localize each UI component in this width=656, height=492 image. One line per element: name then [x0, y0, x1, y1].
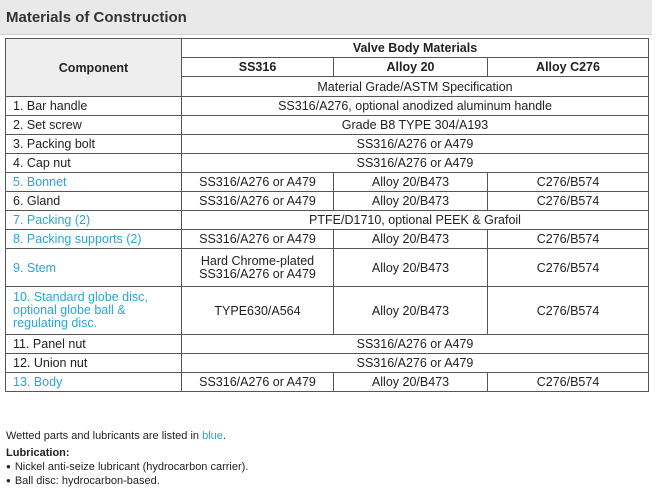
table-row: 2. Set screw Grade B8 TYPE 304/A193	[5, 115, 650, 135]
table-row: 12. Union nut SS316/A276 or A479	[5, 353, 650, 373]
lubrication-item: Nickel anti-seize lubricant (hydrocarbon…	[6, 460, 249, 474]
material-cell: Hard Chrome-plated SS316/A276 or A479	[181, 248, 334, 287]
wetted-note-color-word: blue	[202, 430, 223, 442]
component-cell: 1. Bar handle	[5, 96, 182, 116]
table-row: 4. Cap nut SS316/A276 or A479	[5, 153, 650, 173]
lubrication-item: Ball disc: hydrocarbon-based.	[6, 474, 248, 488]
material-cell: SS316/A276 or A479	[181, 229, 334, 249]
wetted-note-text: Wetted parts and lubricants are listed i…	[6, 430, 200, 442]
table-row: 10. Standard globe disc, optional globe …	[5, 286, 650, 335]
material-cell-span: SS316/A276 or A479	[180, 134, 650, 154]
materials-table: Component Valve Body Materials SS316 All…	[5, 38, 650, 392]
material-cell: TYPE630/A564	[181, 286, 334, 335]
material-cell: Alloy 20/B473	[333, 372, 488, 392]
component-cell: 9. Stem	[5, 248, 182, 287]
material-cell-span: SS316/A276 or A479	[180, 353, 650, 373]
title-bar: Materials of Construction	[0, 0, 652, 35]
material-cell: SS316/A276 or A479	[181, 372, 334, 392]
component-cell: 8. Packing supports (2)	[5, 229, 182, 249]
table-row: 13. Body SS316/A276 or A479 Alloy 20/B473 C…	[5, 372, 650, 392]
table-row: 6. Gland SS316/A276 or A479 Alloy 20/B473 C…	[5, 191, 650, 211]
material-cell: SS316/A276 or A479	[181, 191, 334, 211]
component-header: Component	[5, 38, 182, 97]
material-cell: Alloy 20/B473	[333, 229, 488, 249]
material-cell: Alloy 20/B473	[333, 286, 488, 335]
material-cell: Alloy 20/B473	[333, 191, 488, 211]
component-cell: 11. Panel nut	[5, 334, 182, 354]
table-row: 8. Packing supports (2) SS316/A276 or A47…	[5, 229, 650, 249]
material-cell: C276/B574	[486, 372, 650, 392]
lubrication-heading: Lubrication:	[6, 447, 70, 459]
wetted-note: Wetted parts and lubricants are listed i…	[6, 430, 248, 443]
material-cell: Alloy 20/B473	[333, 172, 488, 192]
material-cell: Alloy 20/B473	[333, 248, 488, 287]
component-cell: 3. Packing bolt	[5, 134, 182, 154]
table-row: 9. Stem Hard Chrome-plated SS316/A276 or …	[5, 248, 650, 287]
spec-header: Material Grade/ASTM Specification	[180, 76, 650, 97]
table-row: 7. Packing (2) PTFE/D1710, optional PEEK …	[5, 210, 650, 230]
component-cell: 13. Body	[5, 372, 182, 392]
component-cell: 10. Standard globe disc, optional globe …	[5, 286, 182, 335]
material-cell-span: SS316/A276, optional anodized aluminum h…	[180, 96, 650, 116]
component-cell: 7. Packing (2)	[5, 210, 182, 230]
component-cell: 6. Gland	[5, 191, 182, 211]
material-cell-span: SS316/A276 or A479	[180, 334, 650, 354]
material-column-header: Alloy C276	[486, 57, 650, 77]
material-cell-span: PTFE/D1710, optional PEEK & Grafoil	[180, 210, 650, 230]
material-cell: C276/B574	[486, 229, 650, 249]
material-cell: C276/B574	[486, 172, 650, 192]
material-cell: C276/B574	[486, 248, 650, 287]
material-cell: SS316/A276 or A479	[181, 172, 334, 192]
material-cell: C276/B574	[486, 191, 650, 211]
component-cell: 5. Bonnet	[5, 172, 182, 192]
material-column-header: Alloy 20	[333, 57, 488, 77]
component-cell: 4. Cap nut	[5, 153, 182, 173]
component-cell: 2. Set screw	[5, 115, 182, 135]
valve-body-materials-header: Valve Body Materials	[180, 38, 650, 58]
table-row: 11. Panel nut SS316/A276 or A479	[5, 334, 650, 354]
material-column-header: SS316	[181, 57, 334, 77]
component-cell: 12. Union nut	[5, 353, 182, 373]
material-cell-span: Grade B8 TYPE 304/A193	[180, 115, 650, 135]
wetted-note-suffix: .	[222, 430, 226, 442]
notes: Wetted parts and lubricants are listed i…	[6, 430, 248, 488]
table-row: 3. Packing bolt SS316/A276 or A479	[5, 134, 650, 154]
page-title: Materials of Construction	[6, 9, 187, 26]
material-cell: C276/B574	[486, 286, 650, 335]
material-cell-span: SS316/A276 or A479	[180, 153, 650, 173]
table-row: 1. Bar handle SS316/A276, optional anodiz…	[5, 96, 650, 116]
table-row: 5. Bonnet SS316/A276 or A479 Alloy 20/B473…	[5, 172, 650, 192]
